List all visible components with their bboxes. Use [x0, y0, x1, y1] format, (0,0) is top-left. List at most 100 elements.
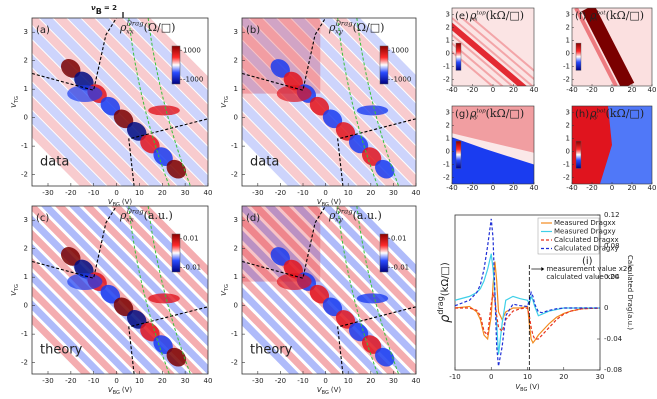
blob — [140, 322, 160, 342]
text-part: ρ — [589, 107, 597, 120]
band — [452, 42, 504, 86]
panel-label: (c) — [36, 213, 49, 224]
plot-frame — [31, 17, 209, 187]
band — [109, 18, 208, 118]
x-tick-label: 20 — [366, 189, 375, 197]
text-part: V — [317, 386, 323, 394]
text-part: TG — [14, 284, 20, 292]
y-tick-label: 2 — [24, 57, 28, 65]
x-tick-label: 40 — [204, 377, 213, 385]
text-part: (kΩ/□) — [606, 9, 644, 22]
plot-frame — [241, 205, 417, 375]
guide-green — [147, 206, 191, 374]
panel-label: (g) — [455, 109, 469, 120]
band — [242, 97, 329, 186]
heatmap — [452, 106, 534, 184]
panel-note: data — [250, 155, 279, 170]
text-part: (kΩ/□) — [440, 262, 451, 296]
panel-title: ρDrag xx (Ω/□) — [119, 20, 175, 36]
colorbar-label: 0.01 — [391, 234, 407, 242]
heatmap — [572, 8, 652, 86]
colorbar — [171, 45, 181, 85]
series-line — [454, 253, 600, 355]
guide-black — [337, 306, 416, 374]
text-part: ρ — [469, 9, 477, 22]
text-part: (Ω/□) — [144, 21, 176, 34]
text-part: xy — [591, 114, 598, 120]
x-tick-label: -20 — [275, 377, 286, 385]
y-tick-label: 0 — [446, 50, 450, 58]
colorbar-label: -0.01 — [391, 264, 409, 272]
text-part: bot — [596, 10, 606, 16]
x-tick-label: 10 — [344, 189, 353, 197]
x-tick-label: 30 — [389, 189, 398, 197]
y2-tick-label: 0.08 — [604, 242, 620, 250]
x-tick-label: 20 — [158, 189, 167, 197]
blob — [153, 335, 173, 354]
text-part: V — [220, 290, 228, 296]
text-part: Drag — [334, 208, 353, 216]
text-part: top — [476, 108, 486, 114]
x-tick-label: 40 — [530, 184, 539, 192]
x-tick-label: -40 — [446, 184, 457, 192]
y-tick-label: 3 — [24, 216, 28, 224]
band — [32, 54, 163, 186]
region — [572, 106, 612, 184]
blob — [361, 147, 382, 166]
y2-tick-label: -0.08 — [604, 366, 622, 374]
band — [137, 18, 208, 90]
text-part: ρ — [469, 107, 477, 120]
y-tick-label: -1 — [443, 161, 450, 169]
text-part: top — [476, 10, 486, 16]
text-part: Drag — [125, 208, 144, 216]
y-tick-label: 1 — [234, 273, 238, 281]
band — [124, 206, 208, 290]
x-tick-label: 40 — [204, 189, 213, 197]
nu-annotation: νB = 2 — [91, 4, 117, 16]
guide-green — [337, 18, 379, 186]
y-tick-label: 1 — [446, 37, 450, 45]
blob — [148, 293, 180, 304]
band — [242, 126, 301, 186]
legend-label: Measured Dragxx — [554, 219, 616, 227]
band — [32, 68, 149, 186]
text-part: xx — [126, 215, 134, 223]
text-part: Drag — [125, 20, 144, 28]
band — [461, 17, 534, 81]
band — [68, 206, 208, 347]
panel-label: (d) — [246, 213, 260, 224]
colorbar-label: 1000 — [183, 46, 201, 54]
x-tick-label: 10 — [523, 373, 532, 381]
axis-label: VBG (V) — [515, 383, 540, 393]
guide-black — [337, 118, 416, 186]
x-tick-label: 40 — [412, 189, 421, 197]
text-part: BG — [113, 202, 120, 208]
x-tick-label: 0 — [114, 189, 118, 197]
guide-green — [356, 18, 400, 186]
x-tick-label: -10 — [297, 189, 308, 197]
axis-label: VBG (V) — [108, 198, 133, 208]
blob — [100, 284, 121, 304]
band — [32, 229, 176, 374]
x-tick-label: -10 — [88, 189, 99, 197]
colorbar-label: -1000 — [391, 76, 411, 84]
text-part: (V) — [529, 383, 540, 391]
heatmap — [32, 206, 208, 374]
blob — [322, 109, 343, 129]
band — [32, 40, 177, 186]
blob — [60, 59, 81, 78]
x-tick-label: -30 — [42, 189, 53, 197]
panel-title: ρbot xy (kΩ/□) — [589, 107, 644, 120]
blob — [270, 247, 290, 266]
band — [319, 18, 416, 117]
y2-axis-label: Calculated Drag(a.u.) — [626, 255, 634, 330]
y-tick-label: 1 — [234, 85, 238, 93]
y-tick-label: 3 — [234, 216, 238, 224]
x-tick-label: 20 — [559, 373, 568, 381]
text-part: V — [220, 102, 228, 108]
colorbar — [171, 233, 181, 273]
text-part: xx — [471, 16, 478, 22]
guide-green — [128, 18, 170, 186]
band — [242, 111, 315, 186]
x-tick-label: 10 — [344, 377, 353, 385]
